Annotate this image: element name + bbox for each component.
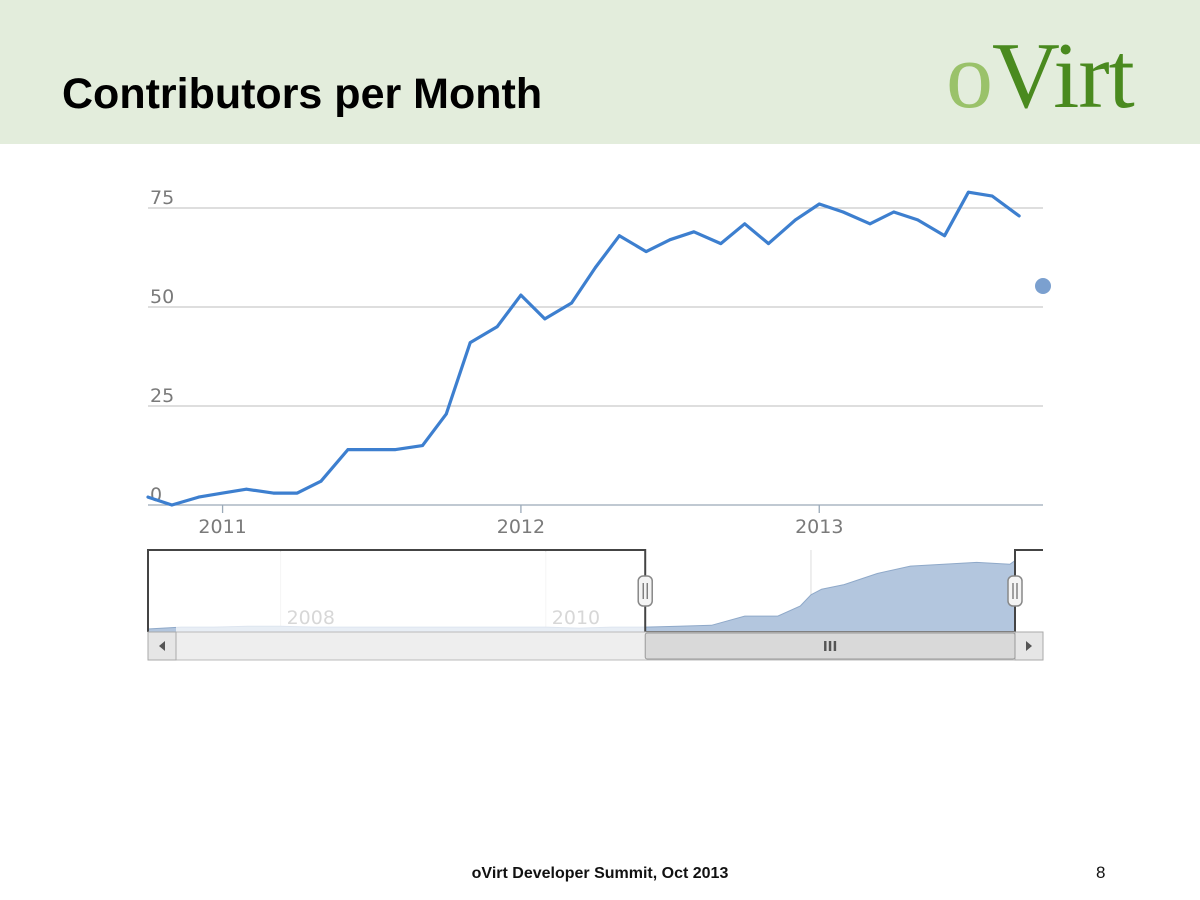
data-point [468,341,472,345]
data-point [990,194,994,198]
data-point [370,448,374,451]
arrow-left-icon [159,641,165,651]
data-point [1017,214,1021,218]
data-point [346,448,350,451]
data-point [967,190,970,194]
data-point [617,234,621,238]
navigator-handle-left[interactable] [637,575,653,607]
data-point [543,317,547,321]
data-point [892,210,896,214]
footer-text: oVirt Developer Summit, Oct 2013 [471,865,729,882]
data-point [943,234,946,238]
y-tick-label-50: 50 [150,286,174,308]
data-point [245,487,248,491]
data-point [668,238,672,242]
data-point [916,218,920,222]
arrow-right-icon [1026,641,1032,651]
y-tick-label-25: 25 [150,385,174,407]
legend-marker [1035,278,1051,294]
data-point [767,242,770,246]
data-point [793,218,797,222]
x-tick-label-2011: 2011 [198,516,246,538]
data-point [444,412,448,416]
data-point [146,495,150,499]
slide-title: Contributors per Month [62,70,543,118]
navigator-handle-right[interactable] [1007,575,1023,607]
logo-letter-o: o [946,24,993,128]
series-line-contributors [146,190,1021,507]
data-point [868,222,872,226]
data-point [495,325,499,329]
data-point [394,448,398,451]
data-point [644,250,648,253]
data-point [570,301,574,305]
data-point [519,293,523,297]
data-point [743,222,747,226]
data-point [319,479,323,483]
logo-letters-virt: Virt [992,24,1135,128]
page-number: 8 [1096,863,1106,882]
navigator-mask-left [176,552,646,632]
data-point [221,491,224,495]
scrollbar-grip-icon: III [823,640,838,655]
data-point [295,491,299,495]
data-point [421,444,424,447]
data-point [271,491,275,495]
data-point [197,495,201,499]
y-tick-label-75: 75 [150,187,174,209]
x-tick-label-2013: 2013 [795,516,843,538]
ovirt-logo: oVirt [946,24,1135,128]
x-tick-label-2012: 2012 [497,516,545,538]
contributors-chart: 0255075201120122013200820102012III [146,187,1051,661]
data-point [170,503,174,507]
data-point [594,266,597,269]
data-point [841,210,845,214]
data-point [692,230,696,234]
data-point [719,242,723,246]
data-point [817,202,821,206]
scrollbar-thumb[interactable] [644,632,1016,660]
header-band [0,0,1200,144]
